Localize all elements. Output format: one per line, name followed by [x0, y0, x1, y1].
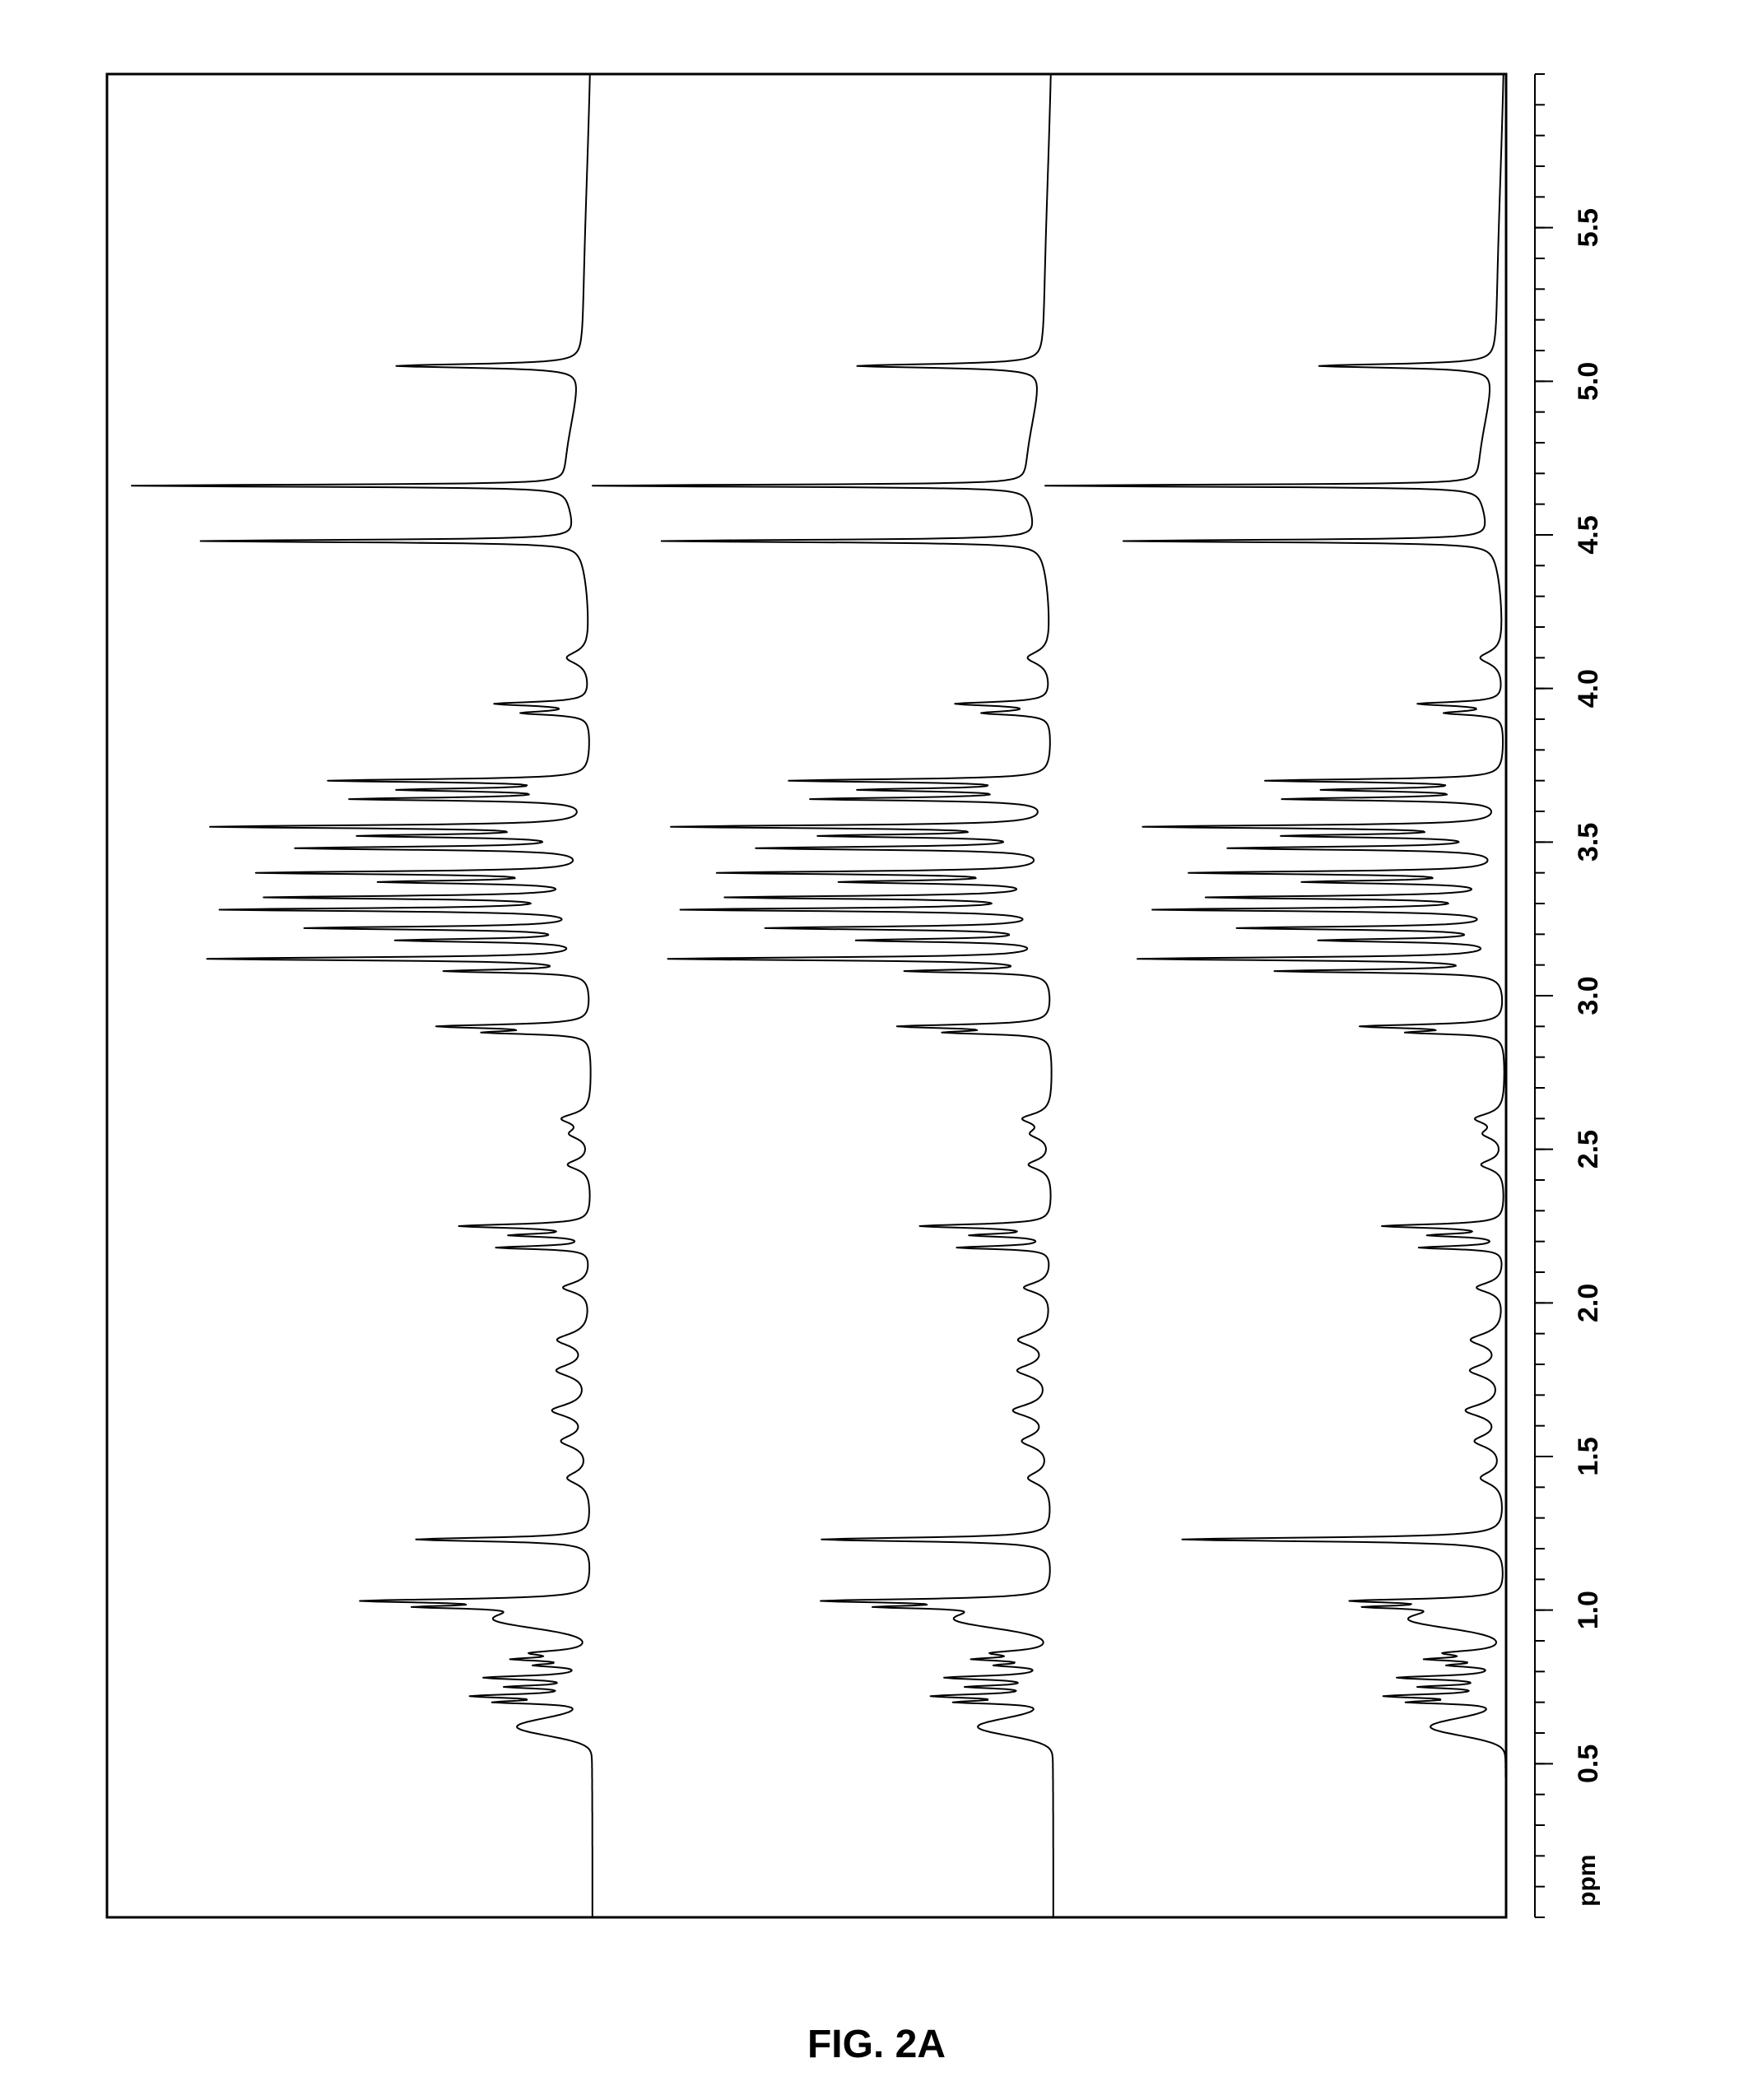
- plot-frame: [107, 74, 1506, 1917]
- axis-tick-label: 5.0: [1573, 362, 1604, 401]
- axis-tick-label: 2.5: [1573, 1130, 1604, 1168]
- spectrum-right: [1045, 74, 1506, 1917]
- axis-tick-label: 4.5: [1573, 515, 1604, 554]
- axis-tick-label: 1.5: [1573, 1437, 1604, 1475]
- page-root: 5.5 5.0 4.5 4.0 3.5 3.0 2.5 2.0 1.5 1.0 0.5 ppm FIG…: [0, 0, 1753, 2100]
- ppm-axis: 5.5 5.0 4.5 4.0 3.5 3.0 2.5 2.0 1.5 1.0 0.5 ppm: [1535, 74, 1604, 1917]
- axis-tick-label: 3.0: [1573, 976, 1604, 1015]
- axis-tick-label: 3.5: [1573, 823, 1604, 862]
- spectra-group: [132, 74, 1506, 1917]
- axis-tick-label: 2.0: [1573, 1284, 1604, 1322]
- spectrum-middle: [593, 74, 1053, 1917]
- axis-tick-label: 4.0: [1573, 669, 1604, 708]
- spectrum-left: [132, 74, 593, 1917]
- axis-tick-label: 0.5: [1573, 1745, 1604, 1783]
- axis-tick-label: 1.0: [1573, 1591, 1604, 1629]
- figure-caption: FIG. 2A: [807, 2022, 946, 2067]
- axis-tick-label: 5.5: [1573, 208, 1604, 247]
- axis-unit-label: ppm: [1574, 1855, 1601, 1907]
- nmr-plot: 5.5 5.0 4.5 4.0 3.5 3.0 2.5 2.0 1.5 1.0 0.5 ppm: [0, 0, 1753, 1991]
